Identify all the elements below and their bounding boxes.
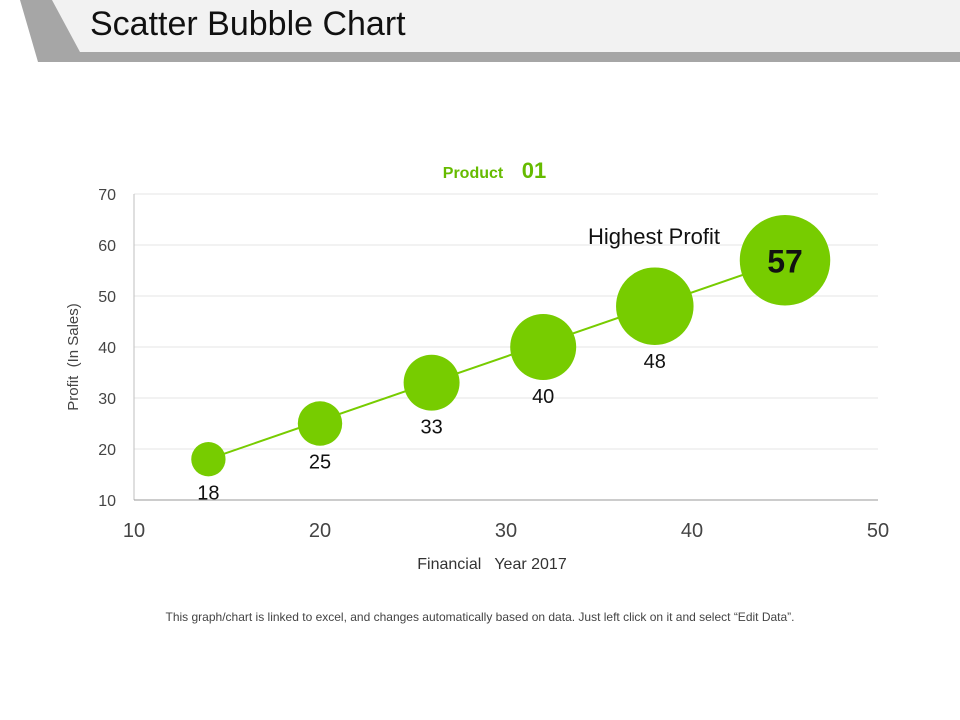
header-bar	[20, 0, 960, 62]
slide-header: Scatter Bubble Chart	[0, 0, 960, 64]
data-label-2: 33	[420, 417, 442, 439]
y-tick-label-4: 50	[98, 289, 116, 306]
y-tick-labels: 10 20 30 40 50 60 70	[98, 187, 116, 510]
header-decoration	[20, 0, 960, 62]
bubble-2	[403, 354, 460, 411]
y-tick-label-2: 30	[98, 391, 116, 408]
bubble-5	[739, 215, 831, 306]
y-tick-label-1: 20	[98, 442, 116, 459]
y-tick-label-3: 40	[98, 340, 116, 357]
highest-profit-annotation: Highest Profit	[588, 224, 720, 249]
data-label-4: 48	[644, 351, 666, 373]
axes	[133, 194, 878, 501]
trendline	[208, 259, 786, 461]
slide-title: Scatter Bubble Chart	[90, 5, 406, 43]
x-tick-label-4: 50	[867, 520, 889, 542]
x-tick-labels: 10 20 30 40 50	[123, 520, 889, 542]
x-tick-label-1: 20	[309, 520, 331, 542]
bubble-4	[616, 267, 694, 345]
y-axis-label: Profit (In Sales)	[65, 303, 82, 411]
x-tick-label-0: 10	[123, 520, 145, 542]
bubble-1	[297, 401, 343, 446]
y-tick-label-6: 70	[98, 187, 116, 204]
footnote: This graph/chart is linked to excel, and…	[165, 610, 795, 624]
x-tick-label-2: 30	[495, 520, 517, 542]
bubble-3	[510, 314, 577, 380]
x-tick-label-3: 40	[681, 520, 703, 542]
scatter-bubble-chart: 10 20 30 40 50 60 70 10 20 30 40 50 18 25 33 40 48 57 P…	[65, 158, 889, 573]
data-label-5: 57	[767, 243, 803, 279]
y-tick-label-5: 60	[98, 238, 116, 255]
chart-title-number: 01	[522, 158, 546, 183]
data-labels: 18 25 33 40 48 57	[197, 243, 803, 504]
data-label-0: 18	[197, 482, 219, 504]
x-axis-label: Financial Year 2017	[417, 556, 567, 573]
header-band	[52, 0, 960, 52]
data-label-1: 25	[309, 452, 331, 474]
bubbles	[191, 215, 831, 477]
chart-title-word: Product	[443, 165, 504, 182]
y-tick-label-0: 10	[98, 493, 116, 510]
data-label-3: 40	[532, 386, 554, 408]
bubble-0	[191, 442, 226, 477]
